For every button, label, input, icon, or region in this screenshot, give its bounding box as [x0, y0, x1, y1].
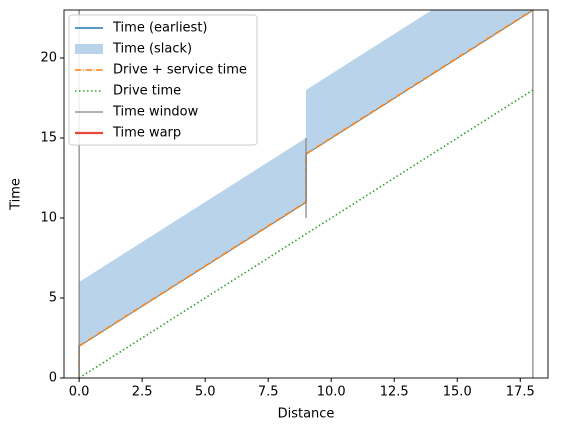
legend-label: Time (slack) — [112, 42, 192, 57]
y-axis-label: Time — [9, 178, 24, 211]
x-tick-label: 17.5 — [506, 385, 535, 400]
legend-box — [68, 14, 258, 146]
x-tick-label: 5.0 — [195, 385, 216, 400]
y-tick-label: 20 — [40, 51, 57, 66]
x-tick-label: 7.5 — [258, 385, 279, 400]
x-tick-label: 2.5 — [132, 385, 153, 400]
legend-label: Time window — [112, 105, 199, 120]
legend-label: Time (earliest) — [112, 21, 208, 36]
y-tick-label: 15 — [40, 131, 57, 146]
x-tick-label: 0.0 — [69, 385, 90, 400]
x-tick-label: 15.0 — [443, 385, 472, 400]
plot-area — [78, 10, 534, 378]
x-tick-label: 12.5 — [380, 385, 409, 400]
x-tick-label: 10.0 — [317, 385, 346, 400]
legend-label: Time warp — [112, 126, 181, 141]
x-axis-label: Distance — [278, 407, 335, 422]
y-tick-label: 10 — [40, 211, 57, 226]
y-tick-label: 5 — [49, 291, 57, 306]
series-line — [78, 89, 534, 378]
y-tick-label: 0 — [49, 371, 57, 386]
legend-swatch — [75, 44, 103, 54]
legend-label: Drive time — [113, 84, 181, 99]
legend-label: Drive + service time — [113, 63, 247, 78]
axes-frame — [63, 9, 549, 379]
